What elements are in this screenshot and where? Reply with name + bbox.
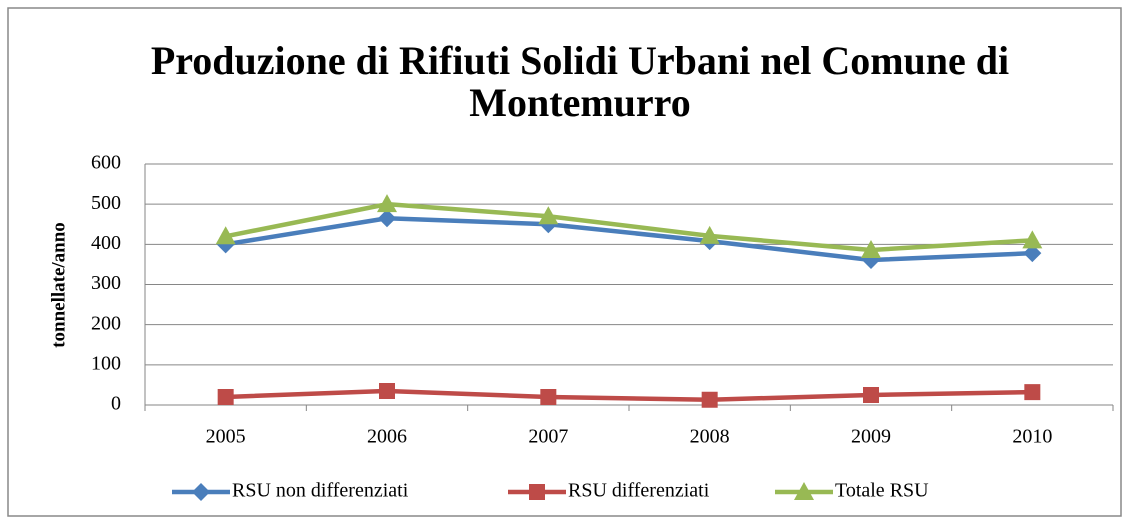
legend-marker <box>192 483 210 501</box>
legend-marker <box>529 484 545 500</box>
marker <box>863 386 879 403</box>
x-tick-label: 2005 <box>206 426 246 448</box>
y-tick-label: 0 <box>111 393 121 415</box>
x-tick-label: 2010 <box>1012 426 1052 448</box>
marker <box>540 388 557 405</box>
chart-title: Produzione di Rifiuti Solidi Urbani nel … <box>150 38 1010 125</box>
legend-marker <box>794 482 814 500</box>
x-tick-label: 2007 <box>528 426 568 448</box>
marker <box>538 206 559 225</box>
series-line <box>225 388 1033 403</box>
series-line <box>225 215 1033 263</box>
y-tick-label: 600 <box>91 152 121 174</box>
marker <box>861 239 881 258</box>
marker <box>217 388 234 405</box>
marker <box>377 194 397 213</box>
marker <box>378 209 396 228</box>
series-line <box>225 201 1033 253</box>
marker <box>215 226 236 245</box>
marker <box>701 391 718 408</box>
x-tick-label: 2008 <box>690 426 730 448</box>
chart-frame <box>7 7 1122 517</box>
marker <box>699 225 720 244</box>
marker <box>1023 244 1042 263</box>
marker <box>1022 230 1043 249</box>
y-tick-label: 200 <box>91 312 121 334</box>
y-tick-label: 500 <box>91 192 121 214</box>
legend-label: RSU non differenziati <box>232 480 409 502</box>
x-tick-label: 2006 <box>367 426 407 448</box>
y-axis-label: tonnellate/anno <box>48 222 69 348</box>
y-tick-label: 300 <box>91 272 121 294</box>
marker <box>379 382 395 399</box>
x-tick-label: 2009 <box>851 426 891 448</box>
legend-label: RSU differenziati <box>568 480 710 502</box>
y-tick-label: 100 <box>91 352 121 374</box>
y-tick-label: 400 <box>91 232 121 254</box>
marker <box>1024 384 1041 401</box>
legend-label: Totale RSU <box>835 480 929 502</box>
